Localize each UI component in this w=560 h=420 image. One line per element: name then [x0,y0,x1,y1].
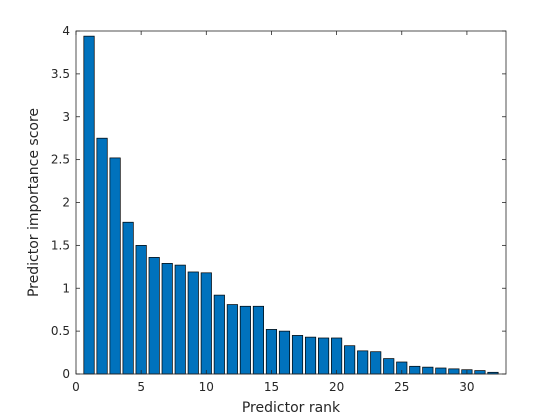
bar-rank-21 [344,345,356,375]
bar-rank-6 [148,257,160,375]
x-tick-label: 15 [264,380,279,394]
y-tick-label: 1 [62,281,70,295]
bar-rank-19 [318,337,330,375]
plot-box [75,30,507,375]
bar-rank-27 [422,366,434,375]
x-tick-label: 25 [394,380,409,394]
y-axis-label: Predictor importance score [26,108,42,297]
bar-rank-24 [383,358,395,375]
y-tick-label: 3.5 [51,67,70,81]
bar-rank-22 [357,350,369,375]
y-axis-ticks: 0 0.5 1 1.5 2 2.5 3 3.5 4 [51,24,506,381]
x-axis-label: Predictor rank [242,400,341,416]
bar-rank-9 [187,271,199,375]
bar-rank-3 [109,157,121,375]
bar-rank-11 [213,294,225,375]
bar-rank-28 [435,367,447,375]
x-tick-label: 30 [459,380,474,394]
x-tick-label: 0 [72,380,80,394]
bar-rank-16 [278,330,291,375]
y-tick-label: 2 [62,196,70,210]
bar-rank-15 [265,329,278,375]
bar-rank-7 [161,263,173,375]
bar-rank-1 [83,35,95,375]
y-tick-label: 0.5 [51,324,70,338]
bar-rank-26 [409,365,421,375]
bar-rank-20 [331,337,343,375]
bar-rank-14 [252,305,264,375]
x-tick-label: 5 [137,380,145,394]
bar-rank-29 [448,368,460,375]
y-tick-label: 0 [62,367,70,381]
bar-rank-2 [96,137,108,375]
y-tick-label: 2.5 [51,153,70,167]
bar-rank-5 [135,245,147,375]
plot-area [76,31,506,374]
y-tick-label: 4 [62,24,70,38]
bar-rank-31 [474,370,486,375]
bar-rank-17 [291,335,304,375]
x-tick-label: 10 [199,380,214,394]
bar-rank-13 [239,305,251,375]
bar-rank-8 [174,264,186,375]
bar-rank-18 [304,336,317,375]
x-axis-ticks: 0 5 10 15 20 25 30 [72,31,475,394]
x-tick-label: 20 [329,380,344,394]
bar-rank-4 [122,221,134,375]
y-tick-label: 1.5 [51,238,70,252]
bar-rank-10 [200,272,212,375]
bar-rank-12 [226,304,238,375]
bar-rank-23 [370,351,382,375]
y-tick-label: 3 [62,110,70,124]
